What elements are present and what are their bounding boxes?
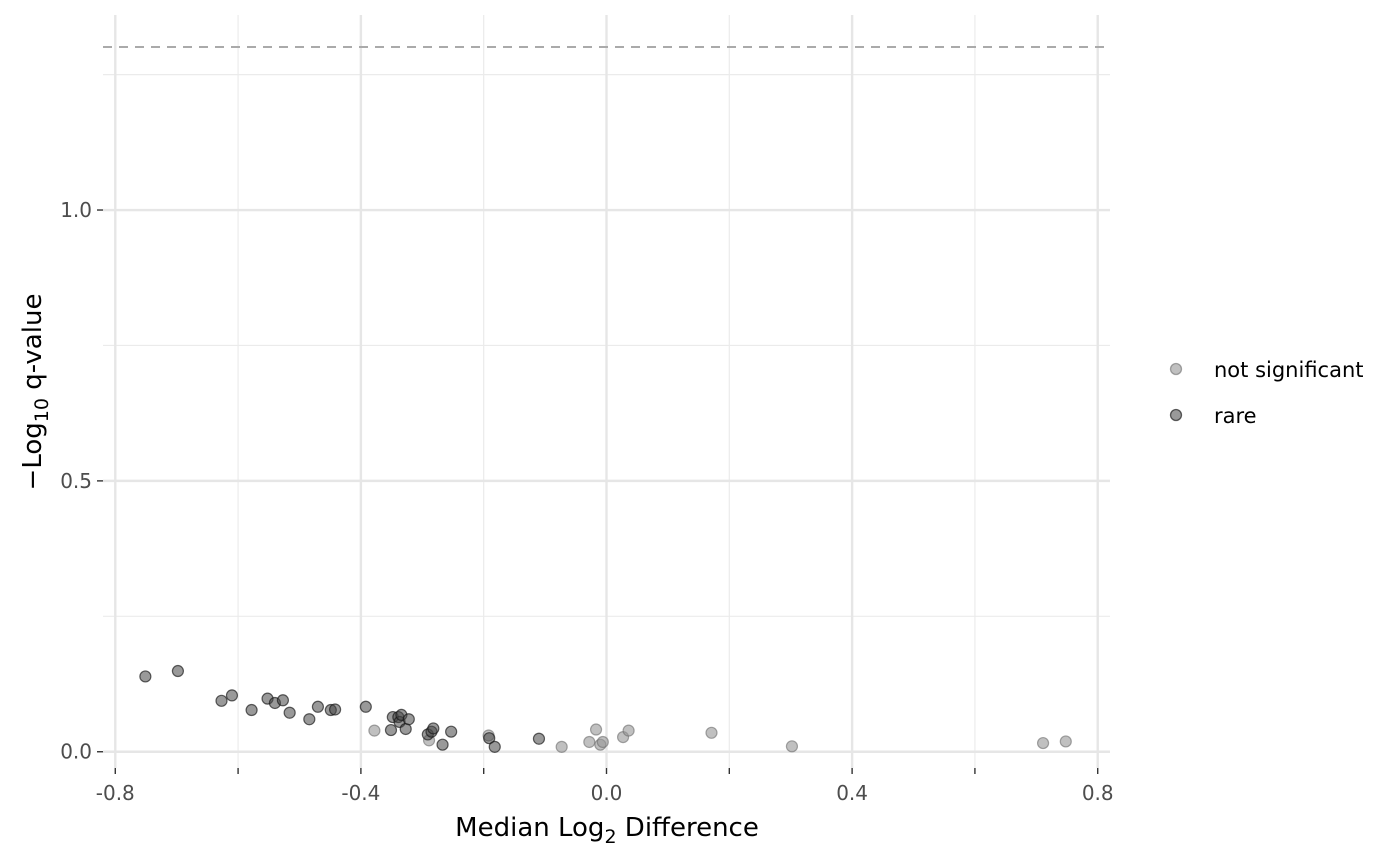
rare-point: [283, 706, 296, 719]
x-tick-label: -0.8: [96, 781, 135, 805]
y-axis-title: −Log10 q-value: [18, 294, 53, 491]
legend-label-rare: rare: [1214, 404, 1257, 428]
rare-point: [483, 732, 496, 745]
legend-label-not-significant: not significant: [1214, 358, 1364, 382]
rare-point: [225, 689, 239, 702]
legend-key-rare: [1169, 408, 1183, 422]
not-significant-point: [705, 726, 718, 739]
y-tick-label: 0.5: [60, 469, 92, 493]
rare-point: [276, 694, 290, 707]
major-gridlines: [103, 15, 1110, 768]
rare-point: [436, 738, 449, 751]
not-significant-point: [555, 740, 568, 753]
data-points: [139, 664, 1072, 753]
x-tick-label: 0.8: [1082, 781, 1114, 805]
not-significant-point: [622, 724, 635, 737]
rare-point: [445, 725, 458, 738]
rare-point: [329, 703, 342, 716]
legend-key-not-significant: [1169, 362, 1183, 376]
rare-point: [402, 713, 415, 726]
x-tick-label: -0.4: [341, 781, 380, 805]
rare-point: [171, 664, 185, 678]
rare-point: [532, 732, 546, 745]
rare-point: [384, 723, 398, 737]
y-axis-ticks: 0.0 0.5 1.0: [60, 198, 103, 764]
rare-point: [488, 740, 501, 753]
x-axis-title: Median Log2 Difference: [455, 813, 759, 848]
x-tick-label: 0.4: [836, 781, 868, 805]
not-significant-point: [583, 735, 596, 749]
not-significant-point: [589, 723, 603, 736]
not-significant-point: [1036, 736, 1050, 750]
rare-point: [303, 713, 316, 726]
rare-point: [245, 703, 258, 717]
y-tick-label: 0.0: [60, 740, 92, 764]
y-tick-label: 1.0: [60, 198, 92, 222]
not-significant-point: [785, 740, 799, 753]
rare-point: [427, 722, 440, 735]
not-significant-point: [368, 724, 381, 737]
x-axis-ticks: -0.8 -0.4 0.0 0.4 0.8: [96, 768, 1114, 805]
rare-point: [359, 700, 372, 713]
rare-point: [139, 670, 152, 683]
legend: not significant rare: [1169, 358, 1364, 428]
rare-point: [215, 694, 228, 707]
x-tick-label: 0.0: [591, 781, 623, 805]
not-significant-point: [596, 735, 609, 749]
rare-point: [311, 700, 325, 713]
not-significant-point: [1059, 735, 1072, 748]
